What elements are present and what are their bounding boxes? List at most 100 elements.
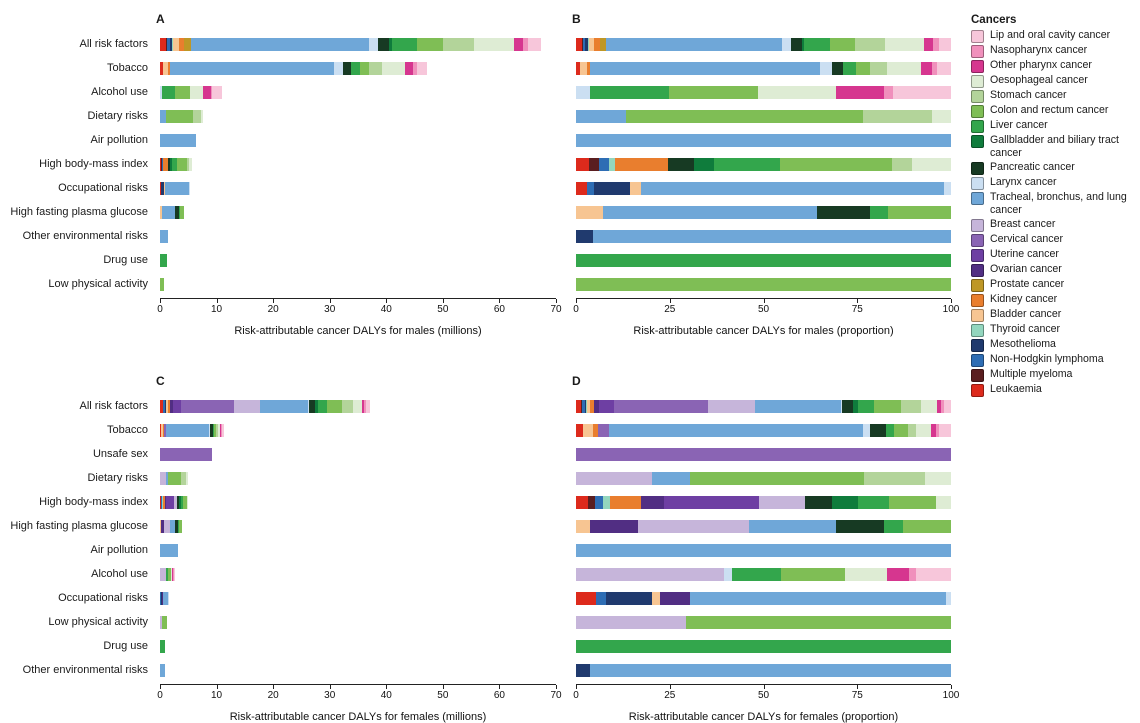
- bar-segment: [176, 495, 179, 509]
- bar-segment: [166, 495, 174, 509]
- bar-segment: [576, 277, 951, 291]
- bar-segment: [581, 37, 583, 51]
- legend-label: Stomach cancer: [990, 89, 1067, 101]
- row-label: Low physical activity: [48, 616, 148, 628]
- bar-segment: [513, 37, 523, 51]
- bar-segment: [200, 109, 203, 123]
- bar-segment: [874, 399, 901, 413]
- bar-segment: [600, 37, 606, 51]
- legend-label: Thyroid cancer: [990, 323, 1061, 335]
- bar-segment: [804, 37, 830, 51]
- bar-segment: [161, 181, 165, 195]
- chart-row: [160, 200, 556, 224]
- bar-segment: [835, 519, 884, 533]
- bar-segment: [186, 495, 188, 509]
- bar-segment: [836, 85, 885, 99]
- axis-tick-label: 30: [324, 690, 336, 701]
- bar-segment: [188, 181, 190, 195]
- row-labels-column: All risk factors Tobacco Alcohol use Dietar…: [6, 32, 154, 337]
- bar-segment: [221, 423, 224, 437]
- bar-segment: [166, 37, 170, 51]
- bar-segment: [587, 399, 590, 413]
- stacked-bar: [576, 591, 951, 605]
- legend-items: Lip and oral cavity cancer Nasopharynx ca…: [971, 29, 1136, 397]
- bar-segment: [164, 495, 167, 509]
- bar-segment: [887, 61, 921, 75]
- bar-segment: [160, 615, 162, 629]
- bar-segment: [220, 423, 221, 437]
- x-axis-title: Risk-attributable cancer DALYs for femal…: [628, 711, 899, 723]
- chart-row: [160, 128, 556, 152]
- bar-segment: [161, 423, 163, 437]
- legend-label: Lip and oral cavity cancer: [990, 29, 1111, 41]
- row-label: High body-mass index: [39, 496, 148, 508]
- bar-segment: [592, 229, 951, 243]
- axis-tick-label: 50: [437, 690, 449, 701]
- bar-segment: [843, 61, 857, 75]
- legend-item: Pancreatic cancer: [971, 161, 1136, 175]
- bar-segment: [602, 495, 611, 509]
- bar-segment: [590, 61, 821, 75]
- bar-segment: [179, 205, 184, 219]
- legend-item: Non-Hodgkin lymphoma: [971, 353, 1136, 367]
- bar-segment: [168, 567, 171, 581]
- bar-segment: [165, 471, 169, 485]
- chart-row: [160, 152, 556, 176]
- axis-tick: [556, 299, 557, 303]
- axis-tick: [556, 685, 557, 689]
- legend-label: Nasopharynx cancer: [990, 44, 1088, 56]
- chart-row: [160, 538, 556, 562]
- bar-segment: [582, 37, 586, 51]
- axis-tick-label: 100: [942, 304, 960, 315]
- stacked-bar: [160, 423, 556, 437]
- axis-tick: [576, 685, 577, 689]
- legend-label: Leukaemia: [990, 383, 1042, 395]
- bar-segment: [659, 591, 691, 605]
- bar-segment: [160, 399, 163, 413]
- stacked-bar: [576, 181, 951, 195]
- legend-item: Oesophageal cancer: [971, 74, 1136, 88]
- bar-segment: [754, 399, 841, 413]
- axis-tick: [273, 685, 275, 689]
- bar-segment: [364, 399, 366, 413]
- x-axis-title: Risk-attributable cancer DALYs for males…: [234, 325, 482, 337]
- bar-segment: [576, 229, 593, 243]
- bar-segment: [178, 519, 180, 533]
- bar-segment: [165, 37, 167, 51]
- legend-swatch: [971, 30, 984, 43]
- chart-row: [576, 466, 951, 490]
- panel-males-proportion: B 0 25 50 75 100 Risk-attributable cancer DA…: [570, 0, 965, 362]
- row-labels-column: All risk factors Tobacco Unsafe sex Dietary…: [6, 394, 154, 723]
- legend-label: Uterine cancer: [990, 248, 1059, 260]
- bar-segment: [883, 519, 903, 533]
- bar-segment: [365, 399, 370, 413]
- bar-segment: [187, 157, 189, 171]
- bar-segment: [160, 471, 166, 485]
- bar-segment: [162, 423, 164, 437]
- axis-tick-label: 70: [550, 690, 562, 701]
- bar-segment: [172, 399, 182, 413]
- bar-segment: [869, 423, 887, 437]
- bar-segment: [359, 61, 370, 75]
- bar-segment: [931, 423, 936, 437]
- row-label: All risk factors: [79, 38, 148, 50]
- bar-segment: [589, 399, 595, 413]
- chart-row: [576, 152, 951, 176]
- axis-tick-label: 10: [211, 304, 223, 315]
- legend-title: Cancers: [971, 14, 1017, 26]
- bar-segment: [690, 591, 946, 605]
- bar-segment: [160, 663, 165, 677]
- legend-label: Non-Hodgkin lymphoma: [990, 353, 1104, 365]
- bar-segment: [667, 157, 695, 171]
- stacked-bar: [160, 229, 556, 243]
- legend-swatch: [971, 309, 984, 322]
- bar-segment: [162, 399, 164, 413]
- legend-swatch: [971, 60, 984, 73]
- axis-tick: [329, 299, 331, 303]
- axis-tick: [763, 685, 765, 689]
- chart-row: [576, 490, 951, 514]
- bar-segment: [590, 519, 639, 533]
- bar-segment: [334, 61, 343, 75]
- legend-item: Cervical cancer: [971, 233, 1136, 247]
- row-label: Air pollution: [90, 544, 148, 556]
